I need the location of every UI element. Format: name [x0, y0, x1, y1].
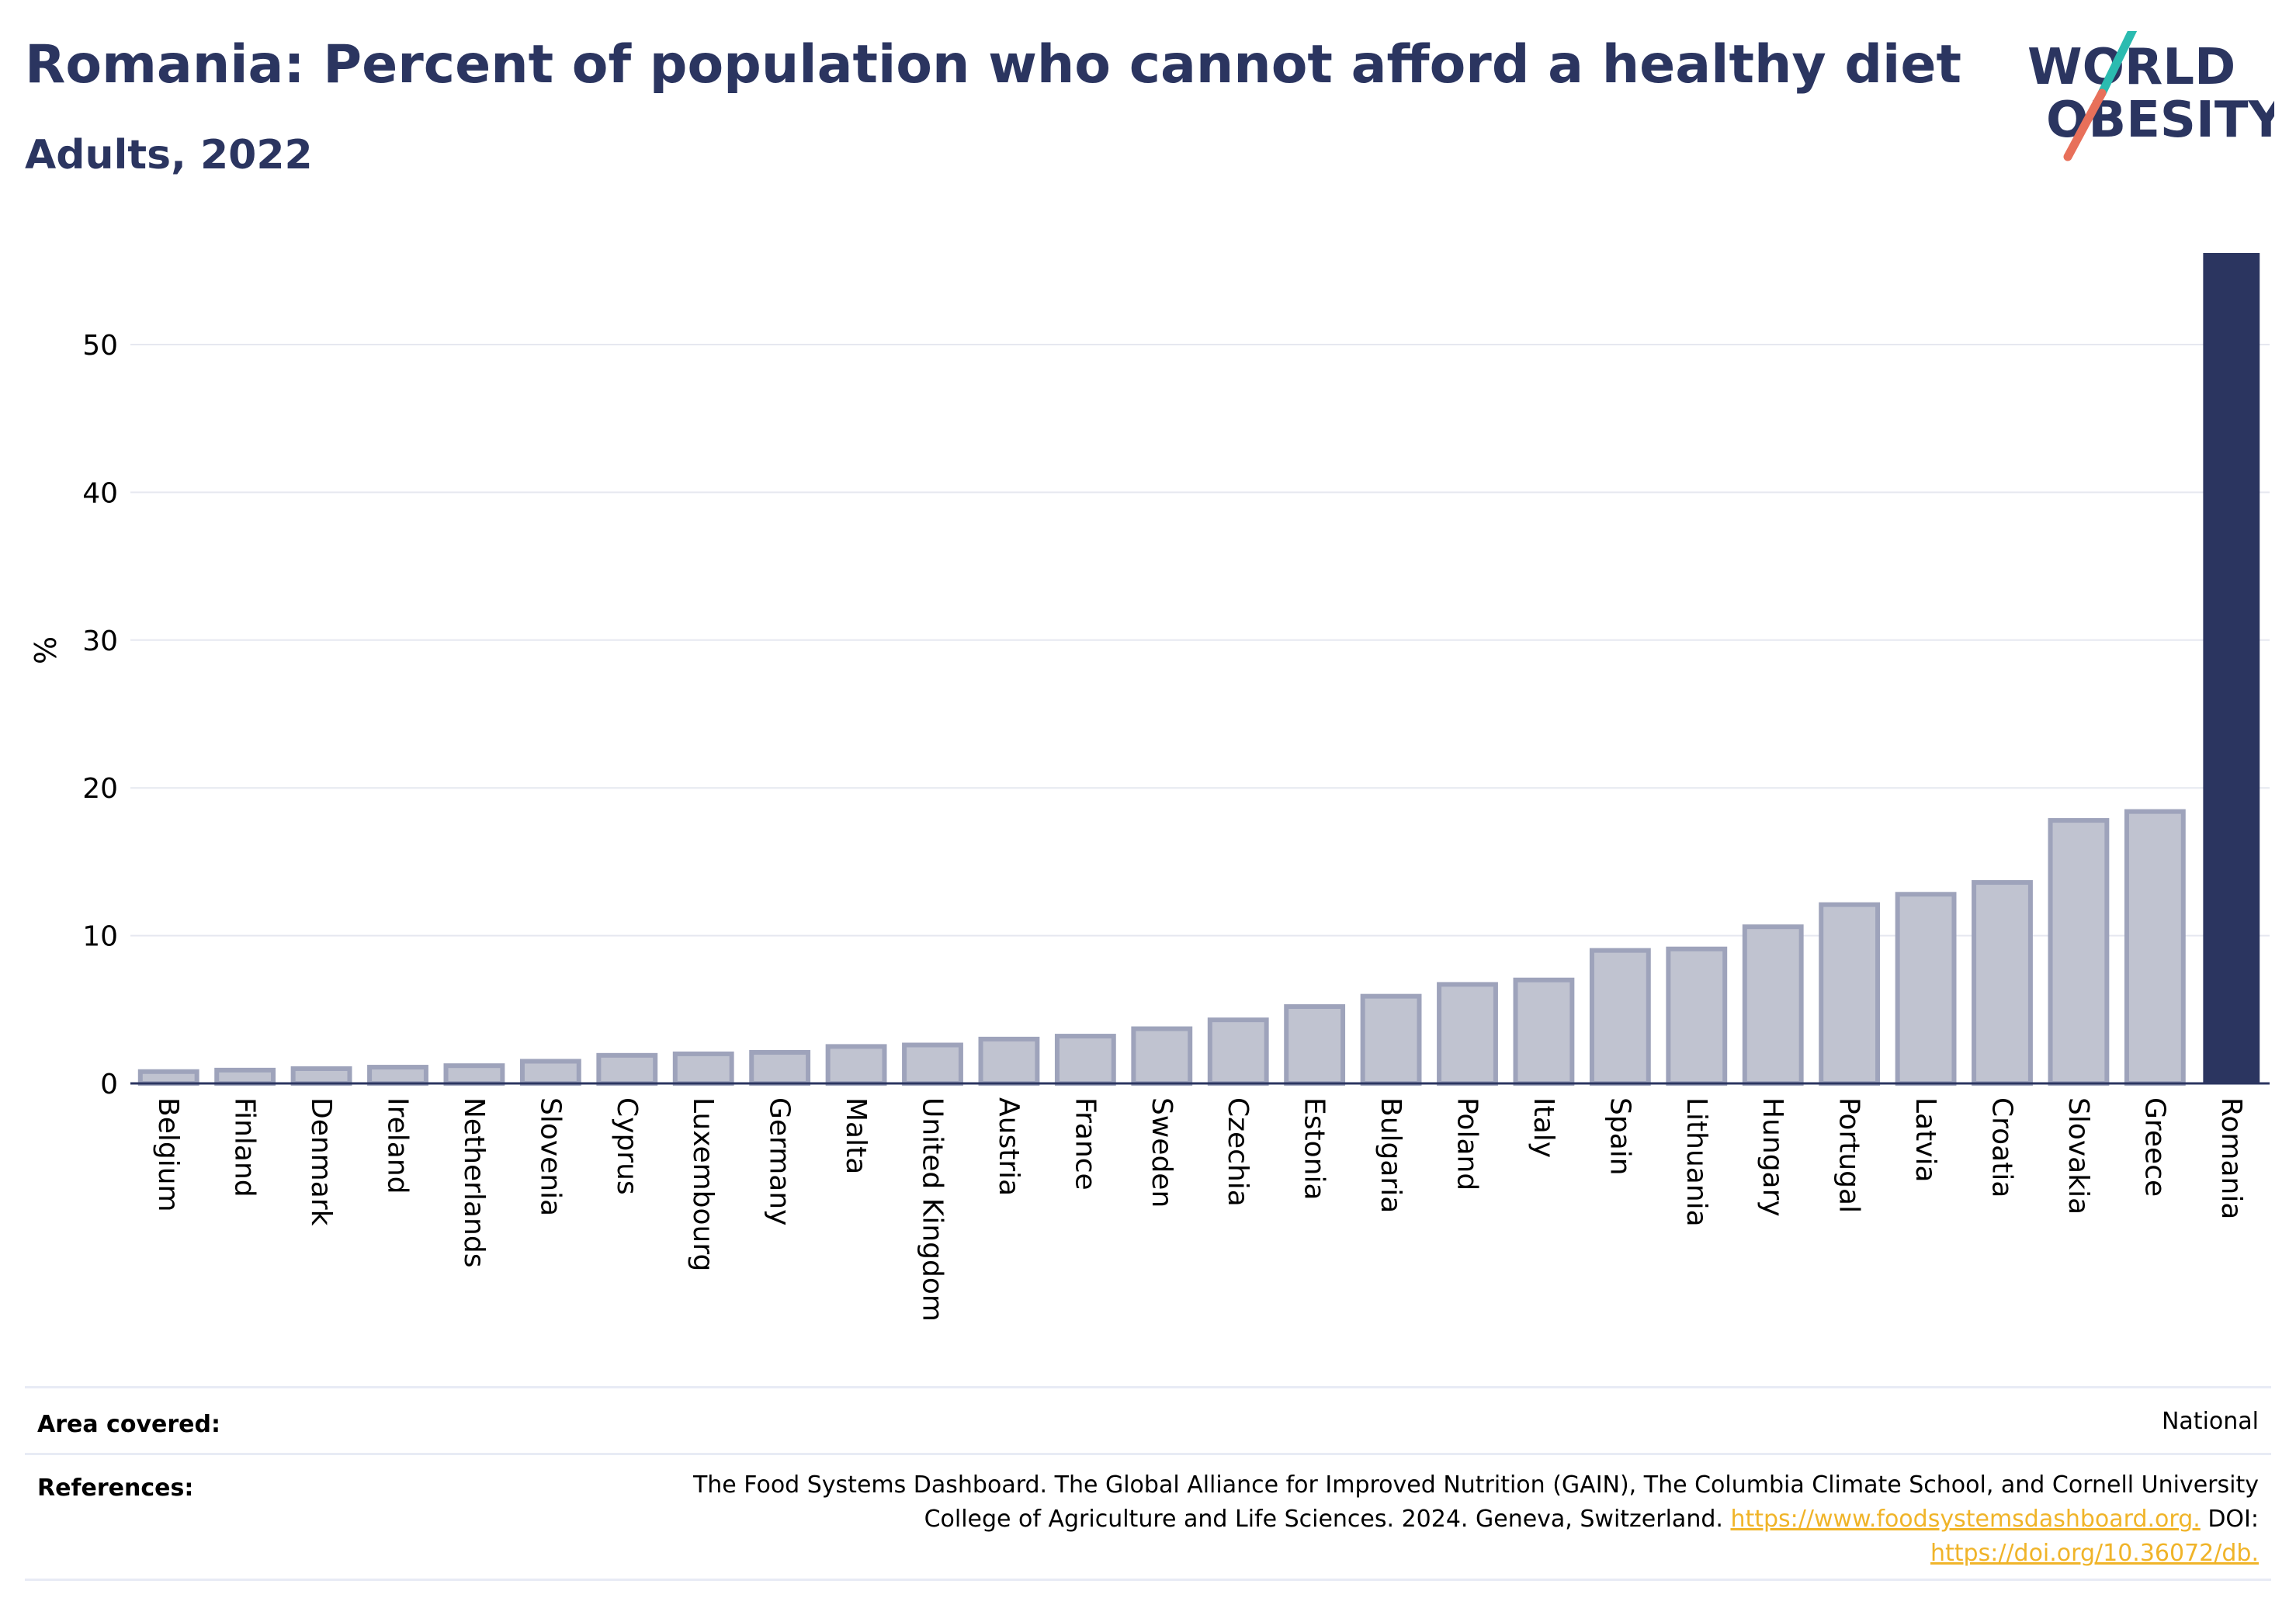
x-tick-label: Portugal	[1833, 1097, 1865, 1213]
bar-croatia	[1972, 880, 2033, 1087]
footer-divider-bottom	[25, 1579, 2271, 1581]
x-tick-label: Cyprus	[611, 1097, 643, 1195]
x-tick-label: Hungary	[1757, 1097, 1788, 1217]
x-tick-label: Netherlands	[458, 1097, 490, 1267]
references-line2-text: College of Agriculture and Life Sciences…	[924, 1506, 1723, 1533]
x-tick-label: United Kingdom	[917, 1097, 949, 1322]
x-tick-label: France	[1069, 1097, 1101, 1191]
chart-title: Romania: Percent of population who canno…	[25, 34, 1961, 95]
x-tick-label: Slovenia	[534, 1097, 566, 1216]
bar-austria	[978, 1036, 1040, 1087]
x-tick-label: Austria	[993, 1097, 1025, 1196]
x-tick-label: Luxembourg	[687, 1097, 719, 1271]
bar-luxembourg	[672, 1051, 734, 1087]
bar-ireland	[367, 1065, 428, 1087]
bar-denmark	[290, 1066, 352, 1086]
footer-divider-middle	[25, 1453, 2271, 1455]
x-tick-label: Greece	[2138, 1097, 2170, 1197]
bar-portugal	[1819, 902, 1881, 1086]
x-tick-label: Bulgaria	[1375, 1097, 1406, 1213]
logo-slash-coral	[2063, 88, 2107, 161]
bar-finland	[214, 1067, 276, 1087]
references-line2: College of Agriculture and Life Sciences…	[473, 1502, 2259, 1537]
x-tick-label: Czechia	[1222, 1097, 1254, 1207]
y-tick-label: 50	[82, 330, 118, 362]
bar-czechia	[1207, 1017, 1269, 1087]
bar-france	[1054, 1034, 1116, 1087]
bar-germany	[749, 1050, 811, 1086]
y-axis-ticks: 0 10 20 30 40 50	[82, 330, 118, 1100]
area-covered-label: Area covered:	[37, 1411, 220, 1438]
y-axis-label: %	[29, 636, 63, 664]
doi-link[interactable]: https://doi.org/10.36072/db.	[1930, 1540, 2259, 1567]
references-label: References:	[37, 1475, 194, 1502]
x-axis-ticks: Belgium Finland Denmark Ireland Netherlands S…	[152, 1097, 2247, 1322]
bar-chart: 0 10 20 30 40 50 % Belgium Finland Denmark Irela…	[29, 252, 2270, 1322]
x-tick-label: Germany	[764, 1097, 796, 1225]
doi-label: DOI:	[2208, 1506, 2259, 1533]
x-tick-label: Romania	[2215, 1097, 2247, 1219]
y-tick-label: 10	[82, 921, 118, 953]
references-value: The Food Systems Dashboard. The Global A…	[473, 1468, 2259, 1571]
bar-belgium	[137, 1069, 199, 1086]
x-tick-label: Italy	[1528, 1097, 1559, 1158]
bars	[137, 252, 2260, 1087]
x-tick-label: Ireland	[382, 1097, 414, 1194]
logo-slash-teal	[2097, 31, 2138, 98]
logo-line1: WORLD	[2027, 39, 2235, 96]
chart-subtitle: Adults, 2022	[25, 132, 313, 178]
bar-lithuania	[1666, 946, 1728, 1086]
y-tick-label: 30	[82, 626, 118, 657]
bar-sweden	[1131, 1026, 1193, 1086]
bar-estonia	[1284, 1003, 1346, 1086]
x-tick-label: Denmark	[305, 1097, 337, 1226]
bar-netherlands	[443, 1063, 505, 1086]
area-covered-value: National	[2161, 1408, 2259, 1435]
bar-slovakia	[2048, 818, 2110, 1086]
world-obesity-logo: WORLD OBESITY	[2027, 31, 2274, 161]
x-tick-label: Latvia	[1909, 1097, 1941, 1183]
bar-poland	[1437, 982, 1498, 1087]
x-tick-label: Sweden	[1146, 1097, 1177, 1208]
x-tick-label: Spain	[1604, 1097, 1635, 1176]
bar-spain	[1589, 948, 1651, 1087]
bar-cyprus	[596, 1052, 658, 1086]
x-tick-label: Malta	[840, 1097, 872, 1174]
bar-bulgaria	[1360, 993, 1422, 1086]
x-tick-label: Lithuania	[1680, 1097, 1712, 1227]
x-tick-label: Croatia	[1986, 1097, 2018, 1197]
footer-divider-top	[25, 1386, 2271, 1388]
bar-romania	[2203, 252, 2260, 1083]
bar-latvia	[1895, 892, 1957, 1086]
x-tick-label: Poland	[1451, 1097, 1483, 1191]
bar-greece	[2124, 809, 2186, 1086]
x-tick-label: Belgium	[152, 1097, 184, 1212]
y-tick-label: 0	[100, 1069, 118, 1100]
x-tick-label: Estonia	[1299, 1097, 1330, 1201]
y-tick-label: 20	[82, 773, 118, 805]
bar-italy	[1513, 977, 1575, 1086]
bar-malta	[825, 1044, 887, 1087]
bar-slovenia	[519, 1059, 581, 1086]
references-line1: The Food Systems Dashboard. The Global A…	[692, 1471, 2259, 1499]
dashboard-link[interactable]: https://www.foodsystemsdashboard.org.	[1730, 1506, 2201, 1533]
x-tick-label: Slovakia	[2062, 1097, 2094, 1215]
x-tick-label: Finland	[229, 1097, 261, 1197]
bar-hungary	[1742, 924, 1804, 1087]
bar-united-kingdom	[902, 1042, 963, 1086]
y-tick-label: 40	[82, 477, 118, 509]
